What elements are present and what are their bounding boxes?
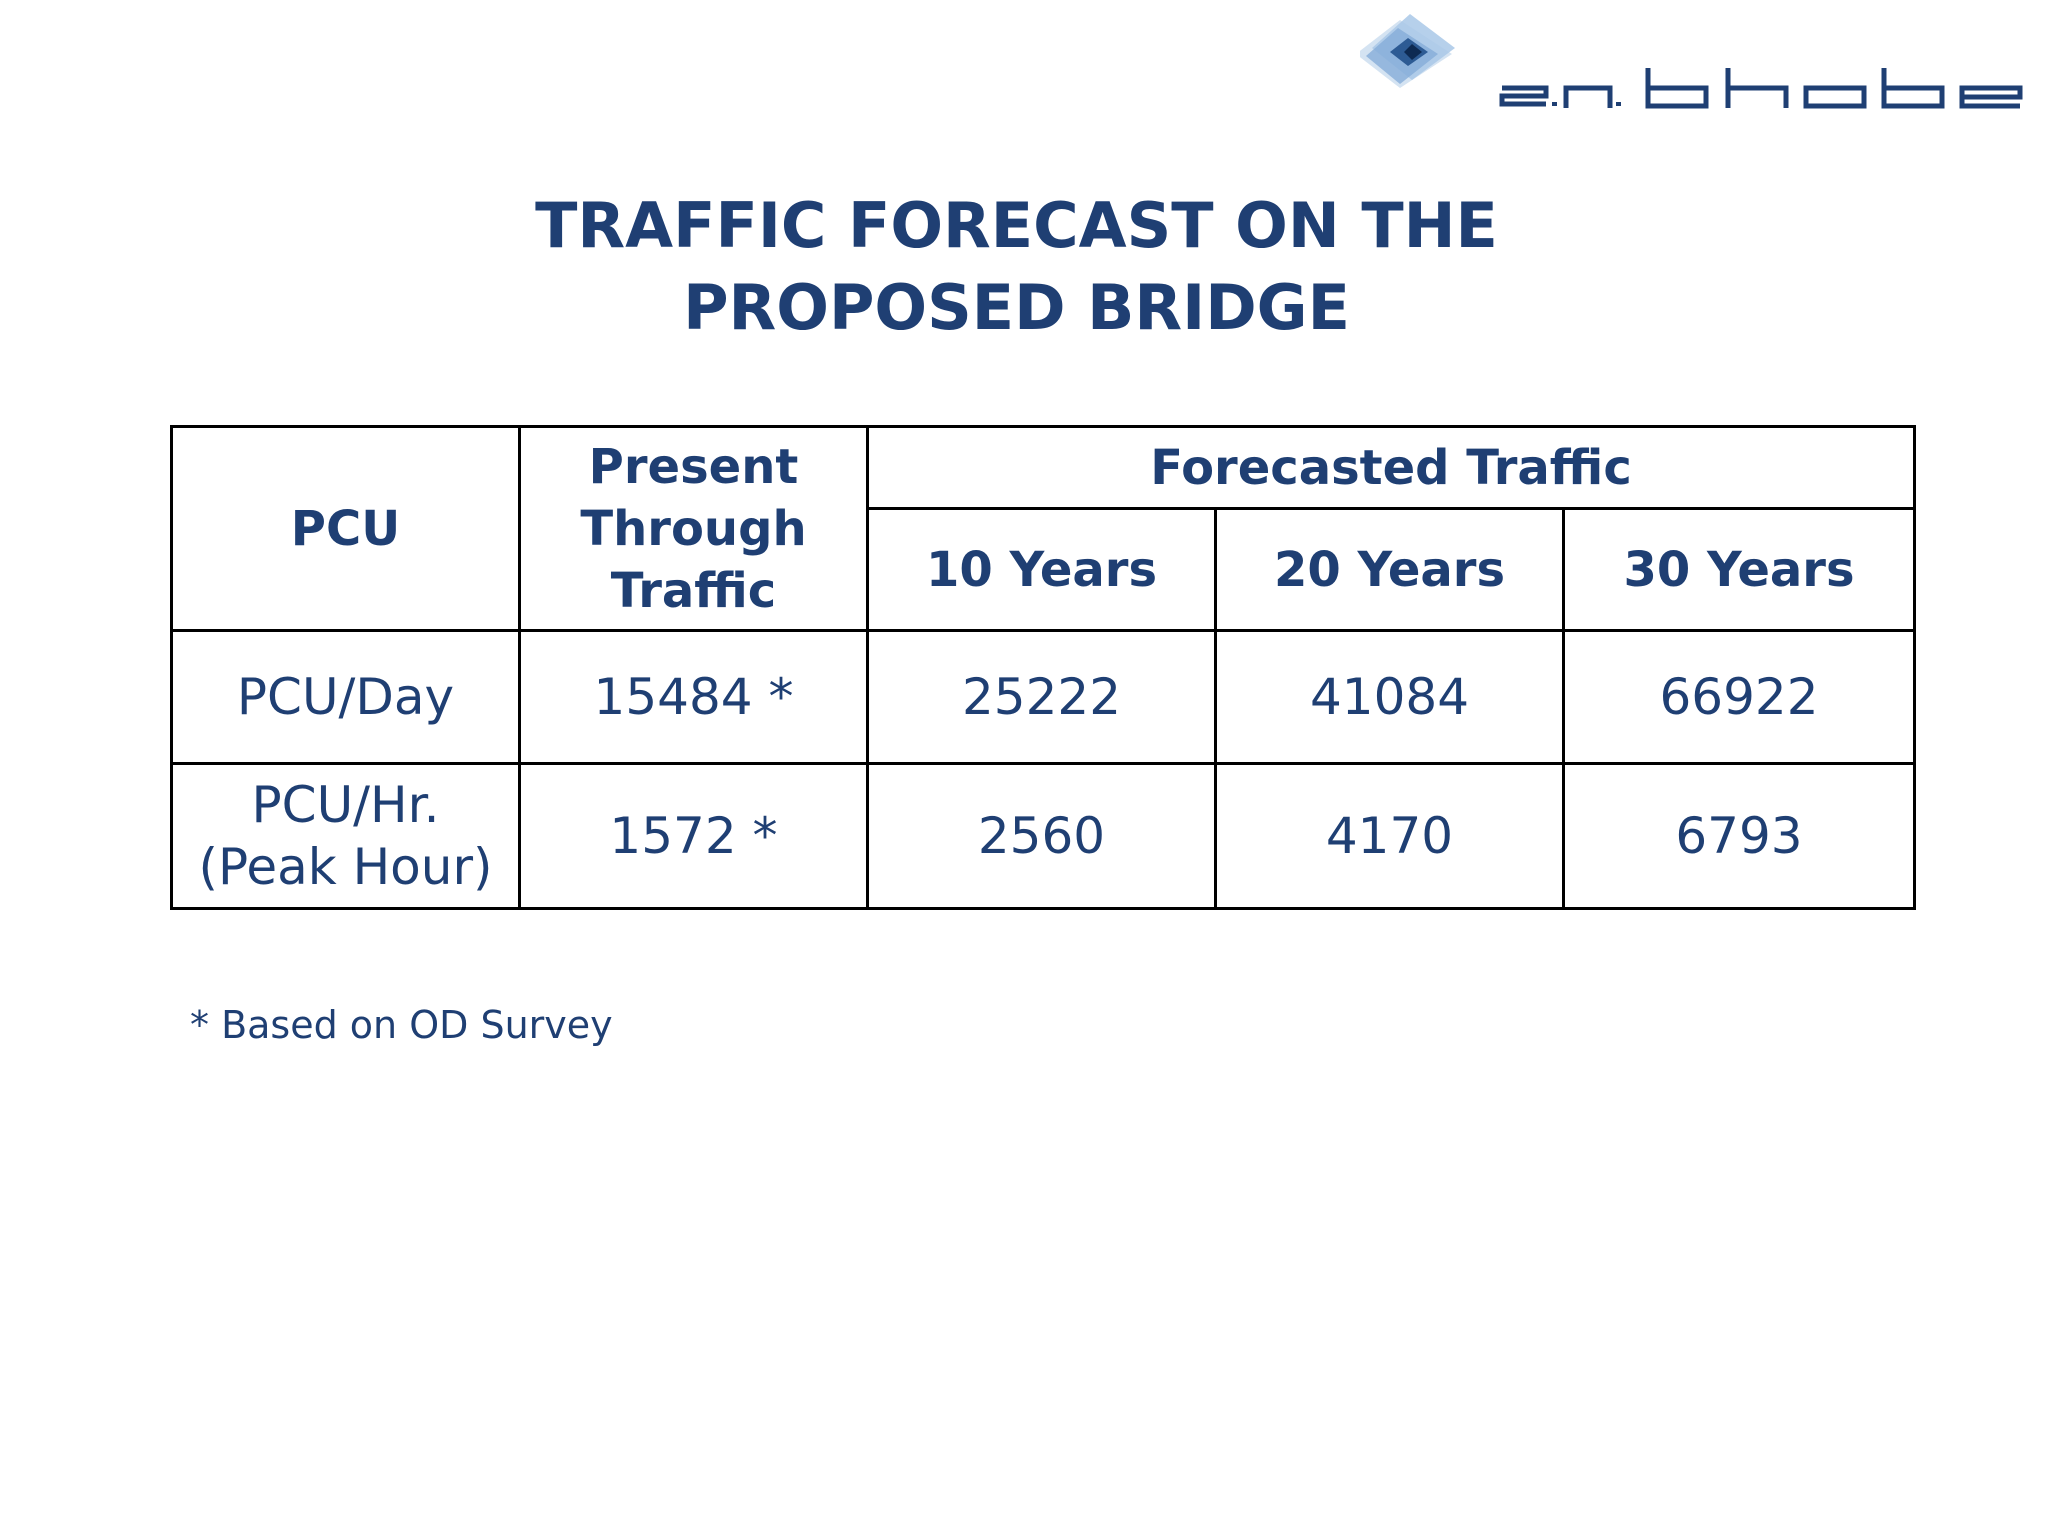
header-30-years: 30 Years	[1562, 507, 1916, 632]
traffic-forecast-table: PCU Present Through Traffic Forecasted T…	[170, 425, 1916, 910]
header-20-years: 20 Years	[1214, 507, 1565, 632]
header-forecasted-traffic: Forecasted Traffic	[866, 425, 1916, 510]
header-present-line-2: Through	[580, 500, 807, 557]
table-subheader-row: 10 Years 20 Years 30 Years	[172, 507, 1916, 632]
cell-20-years: 4170	[1214, 762, 1565, 910]
row-label-line: (Peak Hour)	[198, 838, 493, 896]
page-title: TRAFFIC FORECAST ON THE PROPOSED BRIDGE	[0, 185, 2033, 349]
cell-10-years: 25222	[866, 629, 1217, 765]
row-label-line: PCU/Hr.	[251, 776, 440, 834]
header-present-line-3: Traffic	[610, 562, 777, 619]
table-row: PCU/Day 15484 * 25222 41084 66922	[170, 629, 1916, 765]
cell-present: 1572 *	[518, 762, 869, 910]
row-label-line: PCU/Day	[236, 668, 455, 726]
table-header-row: PCU Present Through Traffic Forecasted T…	[170, 425, 1916, 632]
title-line-2: PROPOSED BRIDGE	[683, 271, 1350, 344]
row-label-pcu-day: PCU/Day	[170, 629, 521, 765]
cell-30-years: 66922	[1562, 629, 1916, 765]
header-present-through-traffic: Present Through Traffic	[518, 425, 869, 632]
logo-wordmark	[1499, 68, 2023, 109]
company-logo	[1360, 10, 2040, 135]
table-row: PCU/Hr. (Peak Hour) 1572 * 2560 4170 679…	[170, 762, 1916, 910]
footnote: * Based on OD Survey	[190, 1003, 613, 1047]
title-line-1: TRAFFIC FORECAST ON THE	[535, 189, 1498, 262]
cell-10-years: 2560	[866, 762, 1217, 910]
header-10-years: 10 Years	[866, 507, 1217, 632]
cell-20-years: 41084	[1214, 629, 1565, 765]
header-pcu: PCU	[170, 425, 521, 632]
cell-present: 15484 *	[518, 629, 869, 765]
row-label-pcu-hr: PCU/Hr. (Peak Hour)	[170, 762, 521, 910]
header-present-line-1: Present	[588, 438, 799, 495]
cell-30-years: 6793	[1562, 762, 1916, 910]
logo-cube-icon	[1360, 14, 1455, 88]
